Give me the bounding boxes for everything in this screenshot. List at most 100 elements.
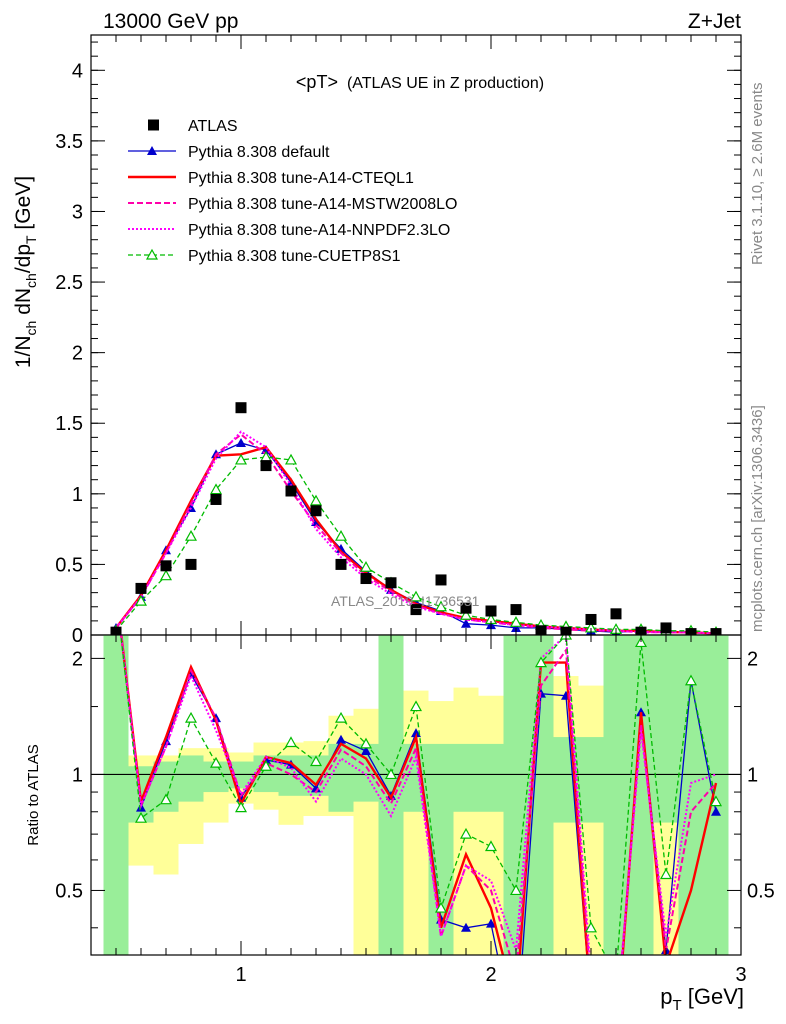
ratio-plot-panel: 0.5 0.5 1 1 2 2 1 2 3 bbox=[55, 586, 775, 1010]
rivet-version-label: Rivet 3.1.10, ≥ 2.6M events bbox=[749, 83, 766, 266]
ratio-point-4-12 bbox=[409, 700, 423, 712]
ratio-ytick-label-right-0: 0.5 bbox=[747, 880, 775, 902]
main-point-5-7 bbox=[284, 453, 298, 465]
main-ytick-label-4: 2 bbox=[72, 343, 83, 365]
main-data-point-4 bbox=[210, 493, 222, 505]
ratio-point-4-5 bbox=[234, 801, 248, 813]
main-ytick-label-5: 2.5 bbox=[55, 272, 83, 294]
main-data-point-3 bbox=[185, 558, 197, 570]
ratio-point-4-13 bbox=[434, 901, 448, 913]
main-axes: 0 0.5 1 1.5 2 2.5 3 3.5 4 bbox=[55, 35, 741, 647]
legend-marker-1 bbox=[147, 146, 157, 155]
header-process: Z+Jet bbox=[688, 10, 741, 33]
legend-marker-5 bbox=[145, 248, 159, 260]
ratio-band-green-19 bbox=[578, 737, 604, 823]
main-ytick-label-0: 0 bbox=[72, 625, 83, 647]
main-point-5-10 bbox=[359, 560, 373, 572]
ratio-band-yellow-15 bbox=[478, 695, 504, 955]
main-ytick-label-6: 3 bbox=[72, 201, 83, 223]
main-point-5-13 bbox=[434, 600, 448, 612]
legend-label-0: ATLAS bbox=[188, 118, 238, 135]
main-data-point-6 bbox=[260, 460, 272, 472]
ratio-band-green-9 bbox=[328, 743, 354, 812]
main-ytick-label-3: 1.5 bbox=[55, 413, 83, 435]
ratio-point-4-20 bbox=[611, 971, 621, 980]
main-point-5-3 bbox=[184, 529, 198, 541]
main-point-1-9 bbox=[336, 543, 346, 553]
ratio-point-4-9 bbox=[334, 711, 348, 723]
legend-label-4: Pythia 8.308 tune-A14-NNPDF2.3LO bbox=[188, 222, 450, 239]
ratio-point-0-14 bbox=[461, 922, 471, 932]
xtick-label-1: 2 bbox=[485, 964, 496, 986]
main-point-1-5 bbox=[236, 438, 246, 447]
main-data-point-1 bbox=[135, 582, 147, 594]
ratio-band-green-15 bbox=[478, 743, 504, 812]
main-point-5-8 bbox=[309, 494, 323, 506]
main-ytick-label-8: 4 bbox=[72, 60, 83, 82]
ratio-band-green-0 bbox=[103, 635, 129, 955]
ratio-point-4-6 bbox=[259, 760, 273, 771]
ratio-line-3 bbox=[120, 635, 717, 955]
main-point-5-4 bbox=[209, 483, 223, 495]
main-data-point-9 bbox=[335, 558, 347, 570]
legend-marker-data bbox=[148, 119, 159, 131]
main-point-1-16 bbox=[511, 622, 521, 632]
ratio-point-4-15 bbox=[484, 840, 498, 852]
ratio-point-0-12 bbox=[411, 728, 421, 738]
main-point-5-5 bbox=[234, 453, 248, 465]
ratio-frame bbox=[90, 634, 742, 956]
xtick-label-0: 1 bbox=[235, 964, 246, 986]
main-point-5-9 bbox=[334, 529, 348, 541]
xtick-label-2: 3 bbox=[735, 964, 746, 986]
ratio-ytick-label-right-1: 1 bbox=[747, 764, 758, 786]
x-axis-label: pT [GeV] bbox=[660, 984, 744, 1014]
ratio-band-green-23 bbox=[678, 635, 704, 955]
ratio-point-4-4 bbox=[209, 756, 223, 768]
main-data-point-10 bbox=[360, 573, 372, 585]
main-point-5-14 bbox=[459, 608, 473, 620]
main-ytick-label-7: 3.5 bbox=[55, 131, 83, 153]
ratio-point-4-8 bbox=[309, 755, 323, 767]
main-y-axis-label: 1/Nch dNch/dpT [GeV] bbox=[12, 176, 39, 368]
ratio-band-green-22 bbox=[653, 635, 679, 823]
ratio-band-yellow-14 bbox=[453, 687, 479, 955]
ratio-point-4-11 bbox=[384, 768, 398, 780]
plot-title-main: <pT> bbox=[296, 72, 338, 92]
ratio-point-0-0 bbox=[111, 586, 121, 595]
ratio-ytick-label-0: 0.5 bbox=[55, 880, 83, 902]
ratio-y-axis-label: Ratio to ATLAS bbox=[25, 744, 42, 845]
ratio-point-4-22 bbox=[659, 868, 673, 880]
ratio-point-0-24 bbox=[711, 806, 721, 816]
main-point-5-12 bbox=[409, 590, 423, 602]
ratio-point-0-10 bbox=[361, 746, 371, 756]
ratio-line-2 bbox=[120, 635, 717, 955]
main-data-point-22 bbox=[660, 622, 672, 634]
ratio-series-layer bbox=[111, 586, 723, 1010]
main-plot-panel: 0 0.5 1 1.5 2 2.5 3 3.5 4 <pT> (ATLAS UE in Z pr… bbox=[55, 34, 742, 647]
ratio-point-0-21 bbox=[636, 707, 646, 717]
main-data-point-12 bbox=[410, 604, 422, 616]
main-point-5-1 bbox=[134, 594, 148, 606]
ratio-point-4-14 bbox=[459, 827, 473, 839]
ratio-point-0-19 bbox=[586, 1001, 596, 1010]
plot-title-sub: (ATLAS UE in Z production) bbox=[347, 75, 544, 92]
main-ytick-label-2: 1 bbox=[72, 484, 83, 506]
ratio-band-green-16 bbox=[503, 635, 529, 955]
main-point-5-2 bbox=[159, 569, 173, 581]
ratio-point-4-3 bbox=[184, 711, 198, 723]
ratio-point-4-0 bbox=[111, 586, 121, 595]
main-data-point-11 bbox=[385, 577, 397, 589]
ratio-ytick-label-right-2: 2 bbox=[747, 648, 758, 670]
ratio-point-0-15 bbox=[486, 918, 496, 928]
ratio-axes: 0.5 0.5 1 1 2 2 1 2 3 bbox=[55, 635, 775, 986]
ratio-point-4-7 bbox=[284, 736, 298, 748]
ratio-point-0-8 bbox=[311, 783, 321, 793]
main-data-point-7 bbox=[285, 485, 297, 497]
main-point-5-16 bbox=[509, 616, 523, 627]
legend-label-1: Pythia 8.308 default bbox=[188, 144, 330, 161]
ratio-band-green-14 bbox=[453, 743, 479, 812]
main-data-point-16 bbox=[510, 604, 522, 616]
main-data-point-13 bbox=[435, 574, 447, 586]
ratio-point-4-1 bbox=[134, 811, 148, 823]
